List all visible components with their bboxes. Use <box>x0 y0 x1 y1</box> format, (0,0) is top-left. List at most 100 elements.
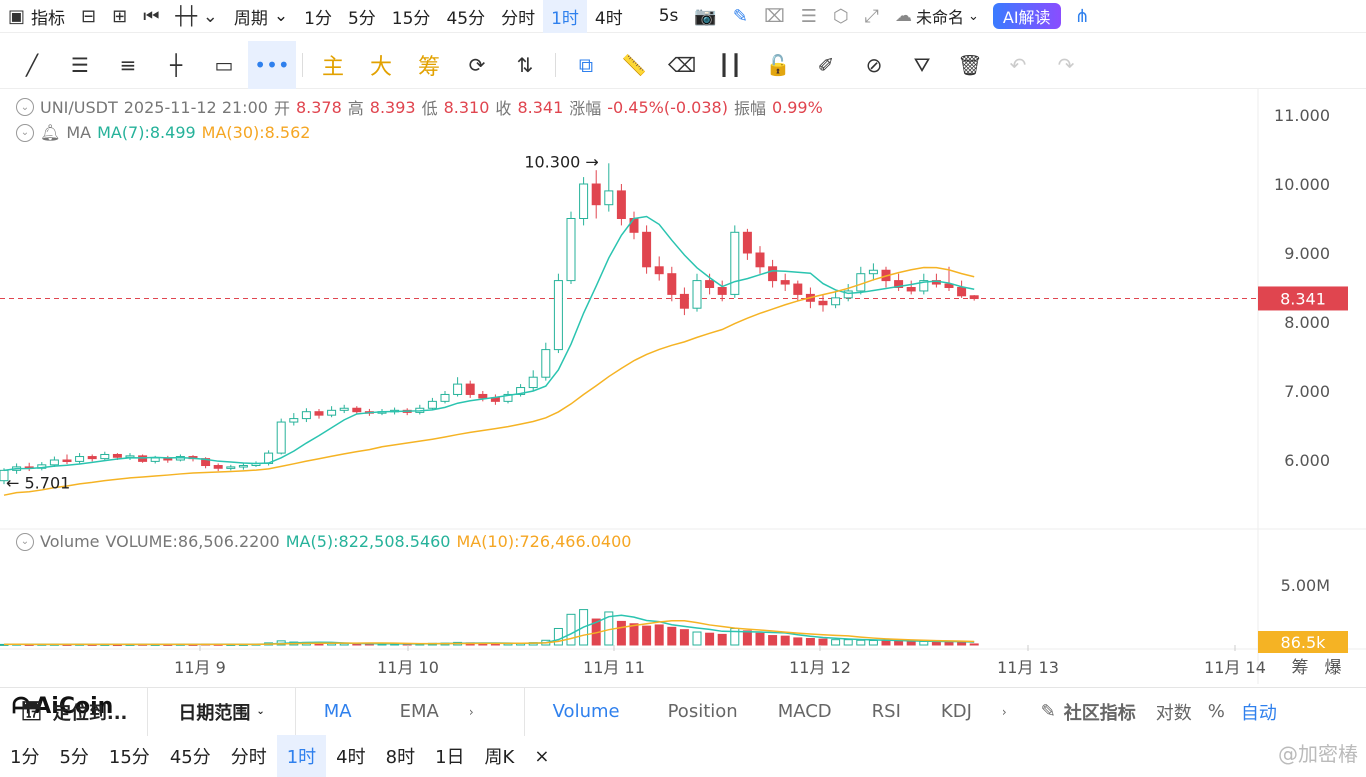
sub-indicator-rsi[interactable]: RSI <box>871 701 901 722</box>
delete-icon[interactable]: 🗑 <box>957 52 983 77</box>
auto-scale-button[interactable]: 自动 <box>1240 702 1277 724</box>
main-force-button[interactable]: 主 <box>321 54 344 80</box>
period-row-45m[interactable]: 45分 <box>169 747 211 768</box>
period-1m[interactable]: 1分 <box>304 8 332 29</box>
eraser-icon[interactable]: ⌫ <box>667 52 697 77</box>
log-scale-button[interactable]: 对数 <box>1155 702 1192 724</box>
rectangle-icon[interactable]: ▭ <box>214 52 234 77</box>
magnet-icon[interactable]: ⧉ <box>578 52 594 77</box>
indicator-toolbar: 📅︎ 定位到... 日期范围 ⌄ MA EMA › Volume Positio… <box>0 687 1366 736</box>
collapse-icon[interactable]: ⌄ <box>16 98 34 116</box>
template-icon[interactable]: ⊟ <box>81 5 97 27</box>
candle-body <box>301 411 311 420</box>
candle-body <box>289 418 299 423</box>
period-row-15m[interactable]: 15分 <box>108 747 150 768</box>
period-5m[interactable]: 5分 <box>347 8 376 29</box>
volume-ma5: MA(5):822,508.5460 <box>285 532 451 551</box>
sub-indicator-kdj[interactable]: KDJ <box>940 701 972 722</box>
edit-icon[interactable]: ✐ <box>817 52 835 77</box>
horizontal-line-icon[interactable]: ┼ <box>169 52 183 77</box>
share-icon[interactable]: ⋔ <box>1074 5 1090 27</box>
period-15m[interactable]: 15分 <box>391 8 431 29</box>
candle-body <box>201 458 211 467</box>
period-row-4h[interactable]: 4时 <box>336 747 366 768</box>
high-value: 8.393 <box>369 97 416 117</box>
layout-name-button[interactable]: ☁ 未命名 ⌄ <box>887 0 987 33</box>
open-value: 8.378 <box>295 97 342 117</box>
price-tick-label: 10.000 <box>1274 175 1330 194</box>
period-row-8h[interactable]: 8时 <box>385 747 416 768</box>
period-1h[interactable]: 1时 <box>543 0 587 33</box>
note-icon[interactable]: ⌧ <box>763 5 785 27</box>
list-icon[interactable]: ☰ <box>800 5 817 27</box>
ohlc-info: ⌄ UNI/USDT 2025-11-12 21:00 开 8.378 高 8.39… <box>16 95 823 119</box>
period-row-1h[interactable]: 1时 <box>276 735 327 777</box>
chart-area[interactable]: 11.000 10.000 9.000 8.000 7.000 6.000 8.341 10.… <box>0 89 1366 719</box>
volume-bar <box>906 640 916 646</box>
main-indicator-ma[interactable]: MA <box>323 701 352 722</box>
candle-body <box>919 280 929 292</box>
collapse-icon[interactable]: ⌄ <box>16 532 34 551</box>
redo-icon[interactable]: ↷ <box>1057 52 1075 77</box>
undo-icon[interactable]: ↶ <box>1009 52 1027 77</box>
price-tick-label: 11.000 <box>1274 106 1330 125</box>
big-order-button[interactable]: 大 <box>369 54 392 80</box>
divider <box>294 687 296 736</box>
period-45m[interactable]: 45分 <box>446 8 486 29</box>
period-row-week[interactable]: 周K <box>484 747 515 768</box>
candle-body <box>327 409 337 416</box>
hide-icon[interactable]: ⊘ <box>865 52 883 77</box>
sub-indicator-position[interactable]: Position <box>667 701 738 722</box>
line-tool-icon[interactable]: ╱ <box>25 52 39 77</box>
sync-icon[interactable]: ⟳ <box>468 52 486 77</box>
chevron-right-icon[interactable]: › <box>468 704 474 719</box>
period-5s[interactable]: 5s <box>658 6 679 26</box>
percent-scale-button[interactable]: % <box>1207 701 1225 722</box>
period-4h[interactable]: 4时 <box>594 8 623 29</box>
lock-icon[interactable]: 🔓 <box>765 52 791 77</box>
period-dropdown[interactable]: 周期 ⌄ <box>226 0 296 33</box>
candle-body <box>226 466 236 469</box>
candlestick-chart[interactable]: 11.000 10.000 9.000 8.000 7.000 6.000 8.341 10.… <box>0 89 1366 684</box>
candlestick-type-icon[interactable]: ┼┼ ⌄ <box>175 5 218 27</box>
ruler-icon[interactable]: 📏 <box>621 52 647 77</box>
sub-indicator-volume[interactable]: Volume <box>552 701 620 722</box>
chevron-right-icon[interactable]: › <box>1001 704 1007 719</box>
layout-name: 未命名 <box>915 8 964 27</box>
sub-indicator-macd[interactable]: MACD <box>777 701 832 722</box>
collapse-icon[interactable]: ⌄ <box>16 123 34 142</box>
period-row-5m[interactable]: 5分 <box>59 747 89 768</box>
ai-analysis-button[interactable]: AI解读 <box>992 3 1061 29</box>
period-row-timeline[interactable]: 分时 <box>230 747 267 768</box>
period-row-1d[interactable]: 1日 <box>435 747 465 768</box>
main-indicator-ema[interactable]: EMA <box>399 701 439 722</box>
fullscreen-icon[interactable]: ⤢ <box>864 5 879 27</box>
pen-icon[interactable]: ✎ <box>732 5 748 27</box>
community-indicators-button[interactable]: ✎ 社区指标 <box>1031 688 1146 736</box>
camera-icon[interactable]: 📷 <box>694 5 717 27</box>
candle-body <box>62 459 72 462</box>
period-row-1m[interactable]: 1分 <box>10 747 40 768</box>
amplitude-value: 0.99% <box>771 97 823 117</box>
replay-icon[interactable]: ⏮ <box>143 5 160 27</box>
candle-body <box>541 349 551 378</box>
close-icon[interactable]: × <box>534 745 550 767</box>
parallel-lines-icon[interactable]: ☰ <box>71 52 89 77</box>
filter-icon[interactable]: ⛛ <box>913 52 931 77</box>
date-range-button[interactable]: 日期范围 ⌄ <box>148 688 294 736</box>
settings-icon[interactable]: ⬡ <box>832 5 849 27</box>
locate-button[interactable]: 📅︎ 定位到... <box>0 688 147 736</box>
volume-bar <box>969 643 979 646</box>
price-tick-label: 6.000 <box>1284 451 1330 470</box>
more-tools-icon[interactable]: ••• <box>248 40 296 89</box>
bell-icon[interactable]: 🔔︎ <box>40 123 61 142</box>
candle-body <box>352 407 362 413</box>
signal-icon[interactable]: ⇅ <box>516 52 534 77</box>
period-timeline[interactable]: 分时 <box>501 8 536 29</box>
horizontal-lines-icon[interactable]: ≡ <box>119 52 137 77</box>
layout-icon[interactable]: ⊞ <box>112 5 128 27</box>
volume-bar <box>843 639 853 646</box>
indicators-button[interactable]: ▣ 指标 <box>0 0 73 33</box>
chips-button[interactable]: 筹 <box>417 54 440 80</box>
candles-icon[interactable]: ┃┃ <box>717 52 743 77</box>
